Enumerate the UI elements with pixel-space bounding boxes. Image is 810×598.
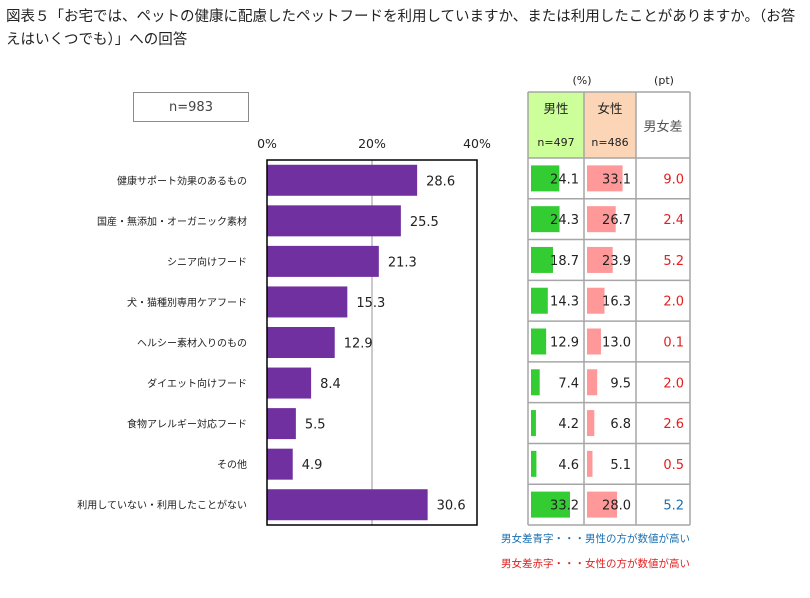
plot-frame — [266, 159, 478, 526]
bar — [267, 164, 418, 196]
male-mini-bar — [531, 491, 571, 518]
bar — [267, 327, 335, 358]
category-label: 健康サポート効果のあるもの — [117, 174, 247, 187]
female-value: 5.1 — [610, 458, 631, 473]
note-blue: 男女差青字・・・男性の方が数値が高い — [501, 533, 690, 545]
male-mini-bar — [531, 206, 560, 233]
value-label: 28.6 — [426, 174, 455, 189]
bar — [267, 245, 379, 277]
value-label: 25.5 — [410, 215, 439, 230]
male-mini-bar — [531, 410, 536, 437]
value-label: 8.4 — [320, 377, 341, 392]
female-mini-bar — [587, 491, 618, 518]
female-value: 13.0 — [602, 336, 631, 351]
female-mini-bar — [587, 246, 613, 273]
sample-size-box: n=983 — [133, 92, 249, 122]
x-tick-label: 0% — [257, 136, 277, 151]
value-label: 12.9 — [344, 337, 373, 352]
value-label: 30.6 — [437, 499, 466, 514]
female-mini-bar — [587, 328, 601, 355]
bar — [267, 205, 401, 237]
female-n: n=486 — [591, 136, 628, 149]
male-n: n=497 — [537, 136, 574, 149]
male-mini-bar — [531, 287, 548, 314]
category-label: 国産・無添加・オーガニック素材 — [97, 215, 247, 228]
female-mini-bar — [587, 410, 595, 437]
male-value: 4.2 — [558, 417, 579, 432]
note-red: 男女差赤字・・・女性の方が数値が高い — [501, 558, 690, 570]
bar — [267, 367, 312, 399]
diff-value: 5.2 — [663, 499, 684, 514]
category-label: 犬・猫種別専用ケアフード — [127, 296, 247, 309]
x-tick-label: 40% — [463, 136, 491, 151]
male-mini-bar — [531, 246, 553, 273]
female-value: 9.5 — [610, 376, 631, 391]
diff-value: 2.0 — [663, 376, 684, 391]
value-label: 21.3 — [388, 255, 417, 270]
category-label: ダイエット向けフード — [147, 377, 247, 390]
sample-size-label: n=983 — [169, 99, 213, 115]
value-label: 5.5 — [305, 418, 326, 433]
male-mini-bar — [531, 328, 547, 355]
value-label: 15.3 — [356, 296, 385, 311]
male-value: 24.1 — [550, 172, 579, 187]
bar — [267, 489, 428, 521]
male-mini-bar — [531, 450, 537, 477]
male-value: 24.3 — [550, 213, 579, 228]
category-label: 利用していない・利用したことがない — [77, 499, 247, 512]
bar — [267, 408, 296, 440]
x-tick-label: 20% — [358, 136, 386, 151]
female-mini-bar — [587, 369, 598, 396]
diff-header: 男女差 — [643, 119, 682, 135]
male-value: 33.2 — [550, 499, 579, 514]
category-label: シニア向けフード — [167, 255, 247, 268]
male-mini-bar — [531, 165, 560, 192]
female-value: 28.0 — [602, 499, 631, 514]
diff-value: 2.6 — [663, 417, 684, 432]
female-value: 26.7 — [602, 213, 631, 228]
female-header-bg — [584, 92, 636, 158]
female-mini-bar — [587, 165, 623, 192]
category-label: 食物アレルギー対応フード — [127, 418, 247, 431]
value-label: 4.9 — [302, 458, 323, 473]
female-mini-bar — [587, 287, 605, 314]
male-value: 4.6 — [558, 458, 579, 473]
female-value: 33.1 — [602, 172, 631, 187]
diff-value: 5.2 — [663, 254, 684, 269]
female-value: 6.8 — [610, 417, 631, 432]
male-header-bg — [528, 92, 584, 158]
category-label: ヘルシー素材入りのもの — [137, 337, 247, 350]
male-value: 12.9 — [550, 336, 579, 351]
diff-value: 2.4 — [663, 213, 684, 228]
male-header: 男性 — [543, 101, 568, 116]
male-value: 14.3 — [550, 295, 579, 310]
female-mini-bar — [587, 206, 616, 233]
category-label: その他 — [217, 458, 247, 471]
diff-value: 9.0 — [663, 172, 684, 187]
male-value: 7.4 — [558, 376, 579, 391]
diff-value: 0.5 — [663, 458, 684, 473]
bar — [267, 286, 348, 318]
unit-pt: (pt) — [654, 74, 674, 87]
male-mini-bar — [531, 369, 540, 396]
female-mini-bar — [587, 450, 593, 477]
chart-title: 図表５「お宅では、ペットの健康に配慮したペットフードを利用していますか、または利… — [6, 9, 796, 48]
male-value: 18.7 — [550, 254, 579, 269]
female-value: 16.3 — [602, 295, 631, 310]
diff-value: 2.0 — [663, 295, 684, 310]
female-header: 女性 — [597, 101, 622, 116]
diff-value: 0.1 — [663, 336, 684, 351]
bar — [267, 448, 293, 480]
female-value: 23.9 — [602, 254, 631, 269]
unit-pct: (%) — [572, 74, 591, 87]
